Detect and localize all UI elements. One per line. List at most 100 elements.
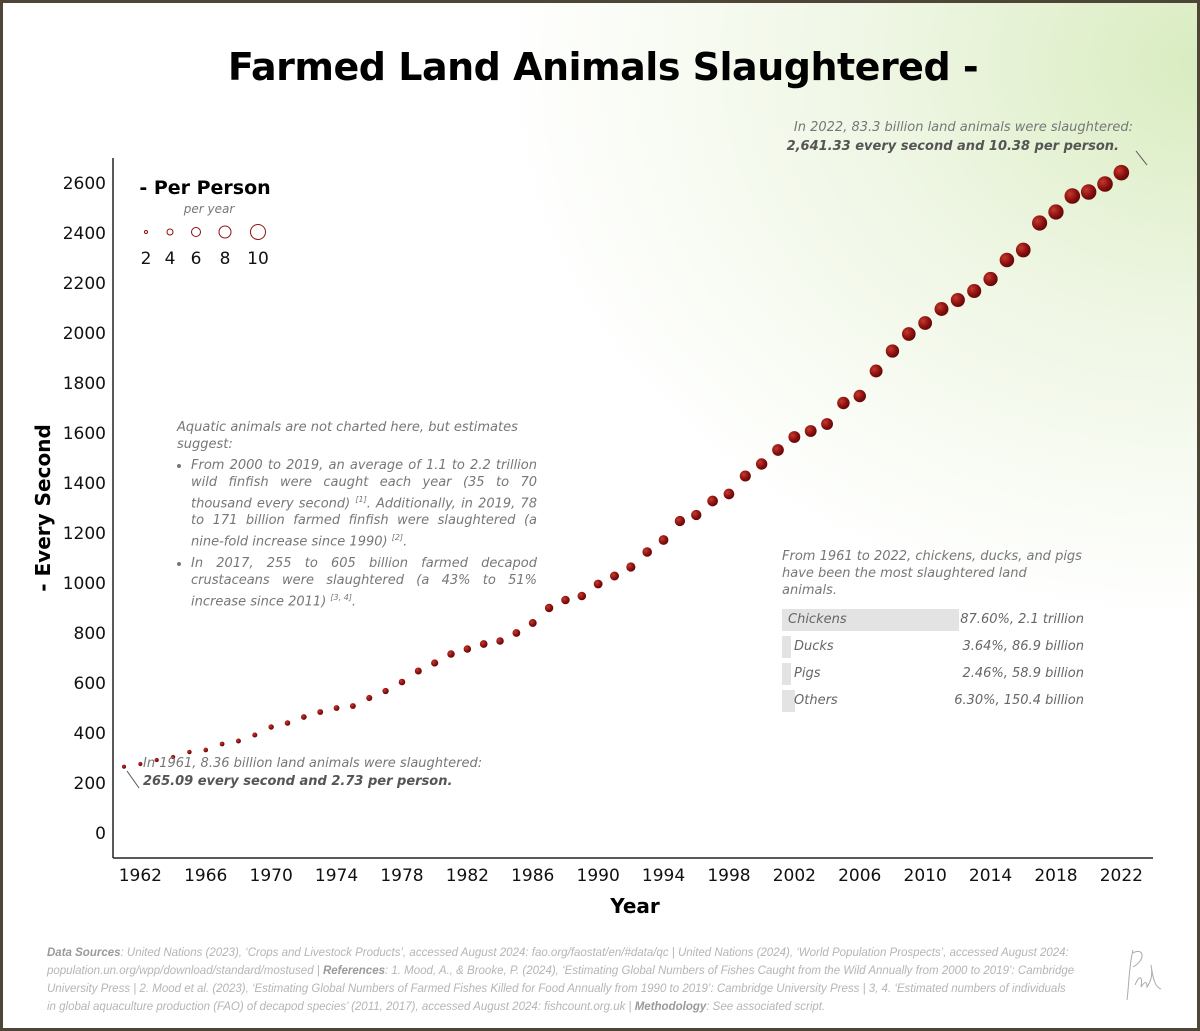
data-point-2020 <box>1080 184 1097 200</box>
data-point-2008 <box>885 344 900 358</box>
legend-size-label: 6 <box>191 249 202 269</box>
scatter-chart: 0200400600800100012001400160018002000220… <box>31 120 1153 918</box>
species-breakdown: From 1961 to 2022, chickens, ducks, and … <box>782 548 1084 715</box>
breakdown-intro: From 1961 to 2022, chickens, ducks, and … <box>782 549 1082 598</box>
data-point-2013 <box>967 283 982 299</box>
signature-icon <box>1126 949 1162 1001</box>
data-point-1970 <box>268 724 274 730</box>
data-point-2017 <box>1032 215 1048 231</box>
breakdown-row-pigs: Pigs 2.46%, 58.9 billion <box>782 661 1084 688</box>
breakdown-bar <box>782 636 791 658</box>
data-point-2002 <box>788 431 801 443</box>
data-point-2021 <box>1097 176 1113 192</box>
data-point-1991 <box>610 571 619 581</box>
data-point-1980 <box>431 659 439 667</box>
data-point-2010 <box>918 316 933 330</box>
chart-title: Farmed Land Animals Slaughtered - <box>227 45 979 89</box>
x-tick-label: 2010 <box>904 866 947 886</box>
y-tick-label: 2400 <box>63 224 106 244</box>
y-tick-label: 1800 <box>63 374 106 394</box>
legend-subtitle: per year <box>183 202 236 216</box>
data-sources-text: : United Nations (2023), ‘Crops and Live… <box>47 947 1069 977</box>
start-annotation-line2: 265.09 every second and 2.73 per person. <box>143 774 452 789</box>
x-tick-label: 2002 <box>773 866 816 886</box>
x-tick-label: 2018 <box>1034 866 1077 886</box>
ref-marker: [2] <box>391 533 404 543</box>
breakdown-bar <box>782 609 959 631</box>
data-point-1972 <box>301 714 307 720</box>
legend-title: - Per Person <box>139 177 270 199</box>
ref-marker: [1] <box>355 495 367 504</box>
y-tick-label: 2600 <box>63 174 106 194</box>
breakdown-value: 6.30%, 150.4 billion <box>954 693 1084 708</box>
data-point-2009 <box>901 327 916 341</box>
legend-size-circle <box>166 228 174 236</box>
legend-size-label: 8 <box>220 249 231 269</box>
breakdown-value: 87.60%, 2.1 trillion <box>960 612 1084 627</box>
data-point-1961 <box>121 764 127 769</box>
breakdown-bar <box>782 690 795 712</box>
size-legend: - Per Person per year 2 4 6 8 10 <box>139 177 270 269</box>
y-tick-label: 800 <box>74 624 106 644</box>
legend-size-circle <box>144 230 148 234</box>
y-tick-label: 1600 <box>63 424 106 444</box>
methodology-text: : See associated script. <box>706 1001 826 1013</box>
data-point-2000 <box>755 458 768 470</box>
x-tick-label: 1982 <box>446 866 489 886</box>
x-tick-label: 2014 <box>969 866 1012 886</box>
x-tick-label: 1990 <box>577 866 620 886</box>
x-tick-label: 1978 <box>380 866 423 886</box>
data-point-2006 <box>853 389 866 403</box>
breakdown-value: 3.64%, 86.9 billion <box>962 639 1084 654</box>
legend-size-circle <box>191 227 201 237</box>
y-axis-label: - Every Second <box>31 424 55 592</box>
data-point-1992 <box>626 562 636 572</box>
breakdown-label: Ducks <box>794 639 834 654</box>
x-axis-label: Year <box>609 894 660 918</box>
start-annotation-line1: In 1961, 8.36 billion land animals were … <box>143 756 482 771</box>
references-text: : 1. Mood, A., & Brooke, P. (2024), ‘Est… <box>47 965 1075 1013</box>
data-point-1985 <box>512 629 521 637</box>
data-point-1999 <box>739 470 751 482</box>
data-point-1971 <box>284 720 291 726</box>
x-tick-label: 1970 <box>250 866 293 886</box>
end-annotation-line2: 2,641.33 every second and 10.38 per pers… <box>787 139 1119 154</box>
breakdown-row-others: Others 6.30%, 150.4 billion <box>782 688 1084 715</box>
breakdown-row-chickens: Chickens 87.60%, 2.1 trillion <box>782 607 1084 634</box>
end-annotation-line1: In 2022, 83.3 billion land animals were … <box>794 120 1133 135</box>
references-label: References <box>322 965 385 977</box>
data-point-1966 <box>203 747 209 753</box>
data-point-1979 <box>414 667 422 675</box>
bullet-text: . Additionally, in 2019, 78 to 171 billi… <box>191 496 537 550</box>
data-point-2015 <box>999 252 1015 268</box>
data-point-2003 <box>804 425 817 437</box>
data-point-2007 <box>869 364 883 378</box>
breakdown-row-ducks: Ducks 3.64%, 86.9 billion <box>782 634 1084 661</box>
data-point-1973 <box>317 709 324 715</box>
data-point-1969 <box>252 732 258 738</box>
data-point-2011 <box>934 302 949 316</box>
aquatic-bullet-finfish: From 2000 to 2019, an average of 1.1 to … <box>191 457 537 551</box>
data-point-2012 <box>950 292 965 308</box>
start-annotation-leader <box>126 770 140 789</box>
x-tick-label: 1986 <box>511 866 554 886</box>
data-point-1984 <box>496 637 504 645</box>
y-tick-label: 2200 <box>63 274 106 294</box>
bullet-text: In 2017, 255 to 605 billion farmed decap… <box>191 555 537 609</box>
data-point-1986 <box>528 619 537 627</box>
data-point-1965 <box>187 749 192 755</box>
data-point-2005 <box>837 396 850 410</box>
data-point-1994 <box>658 535 669 545</box>
data-point-1987 <box>544 603 554 613</box>
data-point-1964 <box>170 754 176 760</box>
legend-size-label: 10 <box>247 249 269 269</box>
x-tick-label: 1962 <box>119 866 162 886</box>
data-point-2004 <box>821 418 833 430</box>
data-point-1982 <box>463 645 472 653</box>
data-point-1983 <box>479 640 488 648</box>
x-tick-label: 1998 <box>707 866 750 886</box>
x-tick-label: 2006 <box>838 866 881 886</box>
data-point-2001 <box>772 444 784 456</box>
legend-size-circle <box>250 224 266 240</box>
